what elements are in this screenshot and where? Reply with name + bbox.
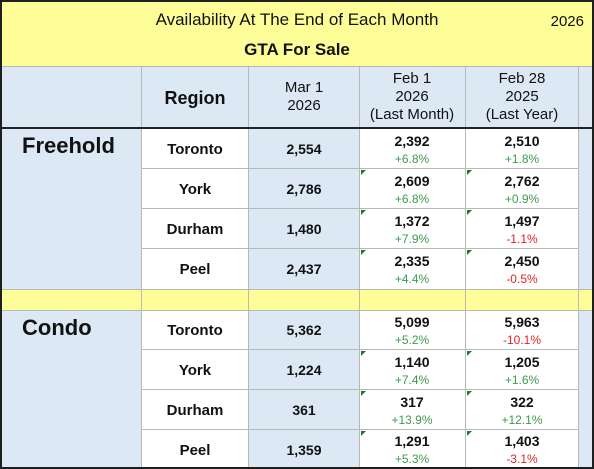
grid-line bbox=[2, 289, 592, 290]
grid-line bbox=[141, 429, 579, 430]
freehold-compare-columns bbox=[360, 128, 578, 290]
condo-region-column bbox=[142, 310, 248, 467]
header-last-month-line-1: Feb 1 bbox=[392, 70, 432, 87]
region-name: Toronto bbox=[167, 322, 223, 339]
last-year-value: 5,963 bbox=[504, 314, 540, 330]
header-last-month-line-3: (Last Month) bbox=[369, 106, 455, 123]
last-month-value: 1,372 bbox=[394, 213, 430, 229]
last-month-value: 1,291 bbox=[394, 433, 430, 449]
last-year-value: 1,497 bbox=[504, 213, 540, 229]
region-name: York bbox=[178, 181, 212, 198]
last-year-change: +0.9% bbox=[504, 192, 540, 206]
header-last-year-line-3: (Last Year) bbox=[485, 106, 559, 123]
table-subtitle: GTA For Sale bbox=[244, 40, 350, 59]
cell-note-marker bbox=[467, 431, 472, 436]
last-year-value: 1,205 bbox=[504, 354, 540, 370]
current-value: 2,786 bbox=[286, 181, 322, 197]
region-name: Peel bbox=[179, 442, 211, 459]
current-value: 1,359 bbox=[286, 442, 322, 458]
last-year-change: +1.6% bbox=[504, 373, 540, 387]
grid-line bbox=[141, 208, 579, 209]
grid-line bbox=[2, 310, 592, 311]
table-title: Availability At The End of Each Month bbox=[155, 10, 439, 29]
cell-note-marker bbox=[467, 250, 472, 255]
cell-note-marker bbox=[361, 351, 366, 356]
header-last-month-line-2: 2026 bbox=[395, 88, 429, 105]
region-name: Peel bbox=[179, 261, 211, 278]
region-name: Toronto bbox=[167, 141, 223, 158]
cell-note-marker bbox=[467, 351, 472, 356]
header-last-month: Feb 1 2026 (Last Month) bbox=[360, 66, 464, 128]
header-divider bbox=[2, 127, 592, 129]
grid-line bbox=[141, 248, 579, 249]
region-name: York bbox=[178, 362, 212, 379]
title-band: Availability At The End of Each Month 20… bbox=[2, 2, 592, 67]
header-last-year: Feb 28 2025 (Last Year) bbox=[466, 66, 578, 128]
last-month-change: +6.8% bbox=[394, 192, 430, 206]
grid-line bbox=[141, 389, 579, 390]
last-year-value: 2,762 bbox=[504, 173, 540, 189]
group-label-freehold: Freehold bbox=[22, 133, 115, 158]
header-current-line-1: Mar 1 bbox=[284, 79, 324, 96]
last-month-value: 2,392 bbox=[394, 133, 430, 149]
grid-line bbox=[248, 66, 249, 467]
last-month-change: +7.4% bbox=[394, 373, 430, 387]
cell-note-marker bbox=[361, 431, 366, 436]
condo-compare-columns bbox=[360, 310, 578, 467]
grid-line bbox=[141, 349, 579, 350]
last-month-value: 1,140 bbox=[394, 354, 430, 370]
grid-line bbox=[359, 66, 360, 467]
last-month-value: 317 bbox=[400, 394, 424, 410]
grid-line bbox=[141, 168, 579, 169]
last-year-value: 1,403 bbox=[504, 433, 540, 449]
last-year-value: 322 bbox=[510, 394, 534, 410]
cell-note-marker bbox=[361, 250, 366, 255]
last-year-change: -3.1% bbox=[506, 452, 538, 466]
last-year-change: -10.1% bbox=[502, 333, 542, 347]
current-value: 2,437 bbox=[286, 261, 322, 277]
last-year-change: +12.1% bbox=[501, 413, 543, 427]
last-month-value: 2,609 bbox=[394, 173, 430, 189]
cell-note-marker bbox=[361, 210, 366, 215]
last-month-value: 2,335 bbox=[394, 253, 430, 269]
last-month-change: +4.4% bbox=[394, 272, 430, 286]
header-region: Region bbox=[164, 88, 226, 108]
region-name: Durham bbox=[166, 221, 224, 238]
last-month-change: +13.9% bbox=[391, 413, 433, 427]
last-month-value: 5,099 bbox=[394, 314, 430, 330]
last-year-value: 2,510 bbox=[504, 133, 540, 149]
year-label: 2026 bbox=[550, 13, 584, 30]
last-year-change: -1.1% bbox=[506, 232, 538, 246]
header-current-line-2: 2026 bbox=[287, 97, 321, 114]
header-last-year-line-1: Feb 28 bbox=[498, 70, 546, 87]
last-year-change: +1.8% bbox=[504, 152, 540, 166]
last-month-change: +7.9% bbox=[394, 232, 430, 246]
current-value: 1,224 bbox=[286, 362, 322, 378]
last-year-change: -0.5% bbox=[506, 272, 538, 286]
current-value: 2,554 bbox=[286, 141, 322, 157]
current-value: 1,480 bbox=[286, 221, 322, 237]
current-value: 5,362 bbox=[286, 322, 322, 338]
cell-note-marker bbox=[361, 170, 366, 175]
cell-note-marker bbox=[361, 391, 366, 396]
current-value: 361 bbox=[292, 402, 316, 418]
last-month-change: +5.2% bbox=[394, 333, 430, 347]
cell-note-marker bbox=[467, 210, 472, 215]
freehold-region-column bbox=[142, 128, 248, 290]
header-current: Mar 1 2026 bbox=[250, 66, 358, 128]
grid-line bbox=[578, 66, 579, 467]
last-month-change: +5.3% bbox=[394, 452, 430, 466]
header-last-year-line-2: 2025 bbox=[505, 88, 539, 105]
group-label-condo: Condo bbox=[22, 315, 92, 340]
last-month-change: +6.8% bbox=[394, 152, 430, 166]
group-separator bbox=[2, 290, 592, 310]
region-name: Durham bbox=[166, 402, 224, 419]
cell-note-marker bbox=[467, 391, 472, 396]
last-year-value: 2,450 bbox=[504, 253, 540, 269]
grid-line bbox=[141, 66, 142, 467]
cell-note-marker bbox=[467, 170, 472, 175]
grid-line bbox=[465, 66, 466, 467]
